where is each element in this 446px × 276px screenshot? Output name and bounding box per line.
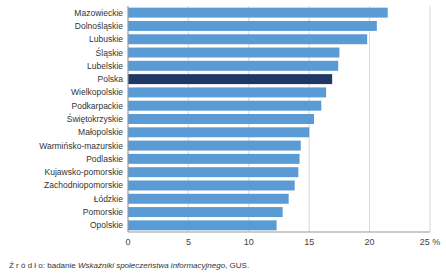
y-axis	[128, 6, 129, 232]
bar	[128, 74, 332, 84]
category-label: Dolnośląskie	[75, 21, 123, 31]
bars	[128, 8, 388, 231]
bar	[128, 8, 388, 18]
bar	[128, 180, 295, 190]
chart-svg: 0 5 10 15 20 25 % Opolskie Pomorskie Łódzkie Zach…	[0, 0, 446, 276]
bar	[128, 87, 326, 97]
grid-line	[128, 6, 129, 232]
category-label: Pomorskie	[83, 207, 123, 217]
footnote: Ź r ó d ł o: badanie Wskaźniki społeczeń…	[9, 261, 249, 270]
bar	[128, 101, 321, 111]
category-label: Śląskie	[96, 47, 124, 58]
x-tick-label: 20	[365, 237, 375, 247]
category-label: Kujawsko-pomorskie	[45, 167, 124, 177]
bar	[128, 114, 314, 124]
category-label: Podlaskie	[86, 154, 123, 164]
grid	[128, 6, 430, 232]
category-label: Warmińsko-mazurskie	[39, 141, 123, 151]
category-label: Łódzkie	[94, 194, 124, 204]
category-label: Świętokrzyskie	[67, 113, 123, 124]
x-tick-label: 15	[304, 237, 314, 247]
bar	[128, 127, 309, 137]
bar	[128, 48, 339, 58]
category-label: Lubelskie	[87, 61, 123, 71]
bar	[128, 154, 300, 164]
bar	[128, 141, 301, 151]
bar	[128, 207, 283, 217]
grid-line	[369, 6, 370, 232]
grid-line	[430, 6, 431, 232]
bar	[128, 34, 367, 44]
x-tick-label: 25 %	[420, 237, 441, 247]
category-label: Podkarpackie	[71, 101, 123, 111]
footnote-part: , GUS.	[225, 261, 249, 270]
category-label: Polska	[97, 74, 123, 84]
category-label: Zachodniopomorskie	[44, 180, 123, 190]
x-ticks: 0 5 10 15 20 25 %	[125, 237, 440, 247]
bar	[128, 194, 289, 204]
category-label: Opolskie	[90, 220, 123, 230]
category-label: Małopolskie	[78, 127, 123, 137]
y-tick-labels: Opolskie Pomorskie Łódzkie Zachodniopomorsk…	[39, 8, 123, 231]
bar	[128, 61, 338, 71]
x-axis	[128, 232, 430, 233]
x-tick-label: 5	[186, 237, 191, 247]
bar	[128, 167, 298, 177]
footnote-part: Wskaźniki społeczeństwa informacyjnego	[78, 261, 226, 270]
category-label: Wielkopolskie	[71, 87, 123, 97]
bar	[128, 220, 277, 230]
category-label: Lubuskie	[89, 34, 123, 44]
category-label: Mazowieckie	[74, 8, 123, 18]
chart-container: 0 5 10 15 20 25 % Opolskie Pomorskie Łódzkie Zach…	[0, 0, 446, 276]
x-tick-label: 10	[244, 237, 254, 247]
x-tick-label: 0	[125, 237, 130, 247]
bar	[128, 21, 377, 31]
footnote-part: Ź r ó d ł o: badanie	[9, 261, 78, 270]
